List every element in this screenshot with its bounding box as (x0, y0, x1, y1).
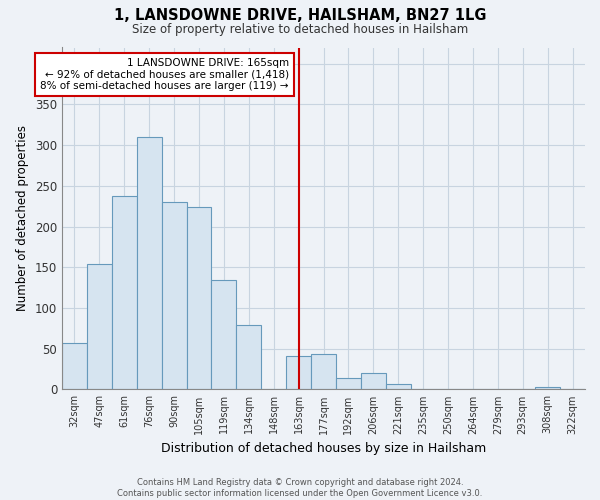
Text: Contains HM Land Registry data © Crown copyright and database right 2024.
Contai: Contains HM Land Registry data © Crown c… (118, 478, 482, 498)
Bar (386, 384, 410, 390)
Bar (137, 137, 161, 390)
Text: Size of property relative to detached houses in Hailsham: Size of property relative to detached ho… (132, 22, 468, 36)
Bar (187, 207, 211, 390)
Text: 1 LANSDOWNE DRIVE: 165sqm
← 92% of detached houses are smaller (1,418)
8% of sem: 1 LANSDOWNE DRIVE: 165sqm ← 92% of detac… (40, 58, 289, 92)
Bar (286, 356, 311, 390)
Y-axis label: Number of detached properties: Number of detached properties (16, 126, 29, 312)
Bar (112, 196, 137, 390)
Bar (161, 202, 187, 390)
Bar (62, 343, 87, 390)
Bar (311, 354, 336, 390)
X-axis label: Distribution of detached houses by size in Hailsham: Distribution of detached houses by size … (161, 442, 486, 455)
Bar (361, 373, 386, 390)
Bar (211, 280, 236, 390)
Text: 1, LANSDOWNE DRIVE, HAILSHAM, BN27 1LG: 1, LANSDOWNE DRIVE, HAILSHAM, BN27 1LG (114, 8, 486, 22)
Bar (236, 325, 261, 390)
Bar (87, 264, 112, 390)
Bar (535, 387, 560, 390)
Bar (336, 378, 361, 390)
